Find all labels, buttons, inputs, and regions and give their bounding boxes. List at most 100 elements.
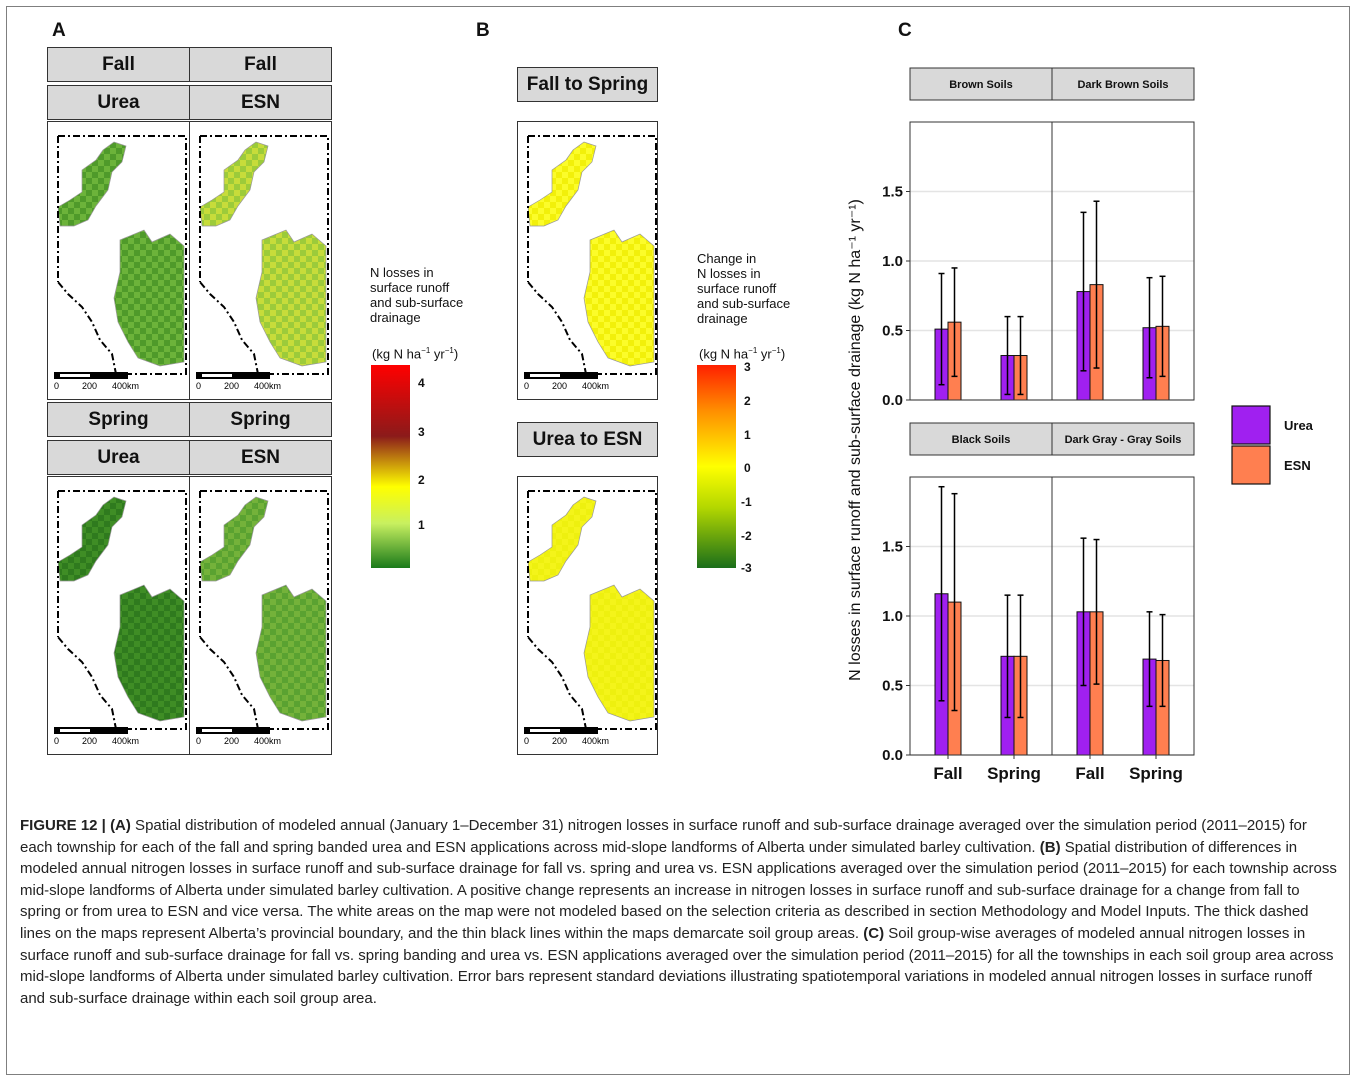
caption-a-text: Spatial distribution of modeled annual (…	[20, 817, 1307, 856]
y-tick-label: 0.5	[882, 323, 903, 340]
scale-label: 200	[82, 381, 97, 391]
legend-a-title: N losses in surface runoff and sub-surfa…	[370, 265, 463, 325]
legend-a-title-line: surface runoff	[370, 280, 450, 295]
scale-bar: 0 200 400km	[196, 727, 281, 746]
legend-b-tick: 1	[744, 428, 751, 442]
panel-label-b: B	[476, 20, 490, 41]
scale-label: 400km	[582, 381, 609, 391]
facet-strip-label: Brown Soils	[949, 79, 1013, 91]
legend-b-unit: (kg N ha−1 yr−1)	[699, 343, 785, 361]
scale-label: 200	[82, 736, 97, 746]
caption-b-text: Spatial distribution of differences in m…	[20, 838, 1337, 942]
strip-product-fall-esn: ESN	[189, 85, 332, 120]
unit-text: )	[453, 346, 459, 362]
scale-label: 200	[552, 381, 567, 391]
legend-b-colorbar	[697, 365, 736, 568]
strip-product-spring-esn: ESN	[189, 440, 332, 475]
scale-label: 200	[224, 736, 239, 746]
x-tick-label: Fall	[1075, 764, 1104, 783]
unit-exponent: −1	[748, 346, 758, 355]
scale-label: 0	[196, 736, 201, 746]
scale-label: 400km	[582, 736, 609, 746]
unit-text: (kg N ha	[699, 346, 749, 362]
facet-strip-label: Dark Gray - Gray Soils	[1065, 434, 1182, 446]
strip-season-fall-urea: Fall	[47, 47, 190, 82]
figure-caption: FIGURE 12 | (A) Spatial distribution of …	[20, 815, 1340, 1009]
unit-exponent: −1	[421, 346, 431, 355]
strip-product-fall-urea: Urea	[47, 85, 190, 120]
strip-urea-to-esn: Urea to ESN	[517, 422, 658, 457]
legend-key-esn	[1231, 445, 1271, 485]
map-fall-urea: 0 200 400km	[47, 121, 190, 400]
scale-label: 0	[54, 736, 59, 746]
unit-exponent: −1	[771, 346, 781, 355]
legend-b-title-line: and sub-surface	[697, 296, 791, 311]
legend-b-tick: -1	[741, 495, 752, 509]
legend-a-tick: 1	[418, 518, 425, 532]
unit-text: yr	[430, 346, 445, 362]
facet-border	[1051, 476, 1195, 756]
scale-label: 200	[224, 381, 239, 391]
legend-b-tick: 3	[744, 360, 751, 374]
facet-strip-label: Dark Brown Soils	[1077, 79, 1168, 91]
scale-label: 400km	[254, 381, 281, 391]
map-fall-to-spring: 0 200 400km	[517, 121, 658, 400]
y-tick-label: 0.0	[882, 747, 903, 764]
y-tick-label: 1.0	[882, 608, 903, 625]
x-tick-label: Spring	[1129, 764, 1183, 783]
panel-label-c: C	[898, 20, 912, 41]
y-tick-label: 1.5	[882, 539, 903, 556]
facet-border	[1051, 121, 1195, 401]
panel-label-a: A	[52, 20, 66, 41]
panel-c-chart: Brown Soils 0.0 0.5 1.0 1.5 Dark Brown Soils B…	[847, 67, 1314, 783]
legend-a-tick: 4	[418, 376, 425, 390]
legend-label-esn: ESN	[1284, 458, 1311, 473]
scale-label: 400km	[254, 736, 281, 746]
facet-strip	[909, 67, 1053, 101]
legend-key-urea	[1231, 405, 1271, 445]
legend-b-title-line: drainage	[697, 311, 748, 326]
scale-bar: 0 200 400km	[54, 372, 139, 391]
legend-a-tick: 2	[418, 473, 425, 487]
legend-b-title: Change in N losses in surface runoff and…	[697, 251, 790, 326]
unit-text: (kg N ha	[372, 346, 422, 362]
map-spring-esn: 0 200 400km	[189, 476, 332, 755]
legend-a-tick: 3	[418, 425, 425, 439]
strip-product-spring-urea: Urea	[47, 440, 190, 475]
scale-bar: 0 200 400km	[524, 372, 609, 391]
legend-b-tick: -3	[741, 561, 752, 575]
strip-season-spring-urea: Spring	[47, 402, 190, 437]
strip-season-spring-esn: Spring	[189, 402, 332, 437]
legend-a-title-line: and sub-surface	[370, 295, 464, 310]
facet-strip	[1051, 67, 1195, 101]
facet-strip	[909, 422, 1053, 456]
map-fall-esn: 0 200 400km	[189, 121, 332, 400]
legend-b-tick: 2	[744, 394, 751, 408]
scale-label: 400km	[112, 736, 139, 746]
scale-label: 0	[54, 381, 59, 391]
caption-b-label: (B)	[1039, 838, 1061, 856]
legend-b-title-line: Change in	[697, 251, 757, 266]
legend-a-title-line: drainage	[370, 310, 421, 325]
y-axis-label: N losses in surface runoff and sub-surfa…	[847, 199, 864, 681]
unit-exponent: −1	[444, 346, 454, 355]
scale-bar: 0 200 400km	[524, 727, 609, 746]
legend-b-title-line: N losses in	[697, 266, 761, 281]
scale-label: 0	[196, 381, 201, 391]
strip-season-fall-esn: Fall	[189, 47, 332, 82]
unit-text: )	[780, 346, 786, 362]
scale-label: 0	[524, 381, 529, 391]
legend-a-unit: (kg N ha−1 yr−1)	[372, 343, 458, 361]
map-spring-urea: 0 200 400km	[47, 476, 190, 755]
x-tick-label: Fall	[933, 764, 962, 783]
y-tick-label: 1.0	[882, 253, 903, 270]
legend-b-tick: -2	[741, 529, 752, 543]
facet-strip	[1051, 422, 1195, 456]
legend-a-colorbar	[371, 365, 410, 568]
caption-c-label: (C)	[863, 924, 885, 942]
map-urea-to-esn: 0 200 400km	[517, 476, 658, 755]
legend-b-tick: 0	[744, 461, 751, 475]
caption-a-label: (A)	[110, 817, 131, 834]
legend-a-title-line: N losses in	[370, 265, 434, 280]
legend-label-urea: Urea	[1284, 418, 1314, 433]
